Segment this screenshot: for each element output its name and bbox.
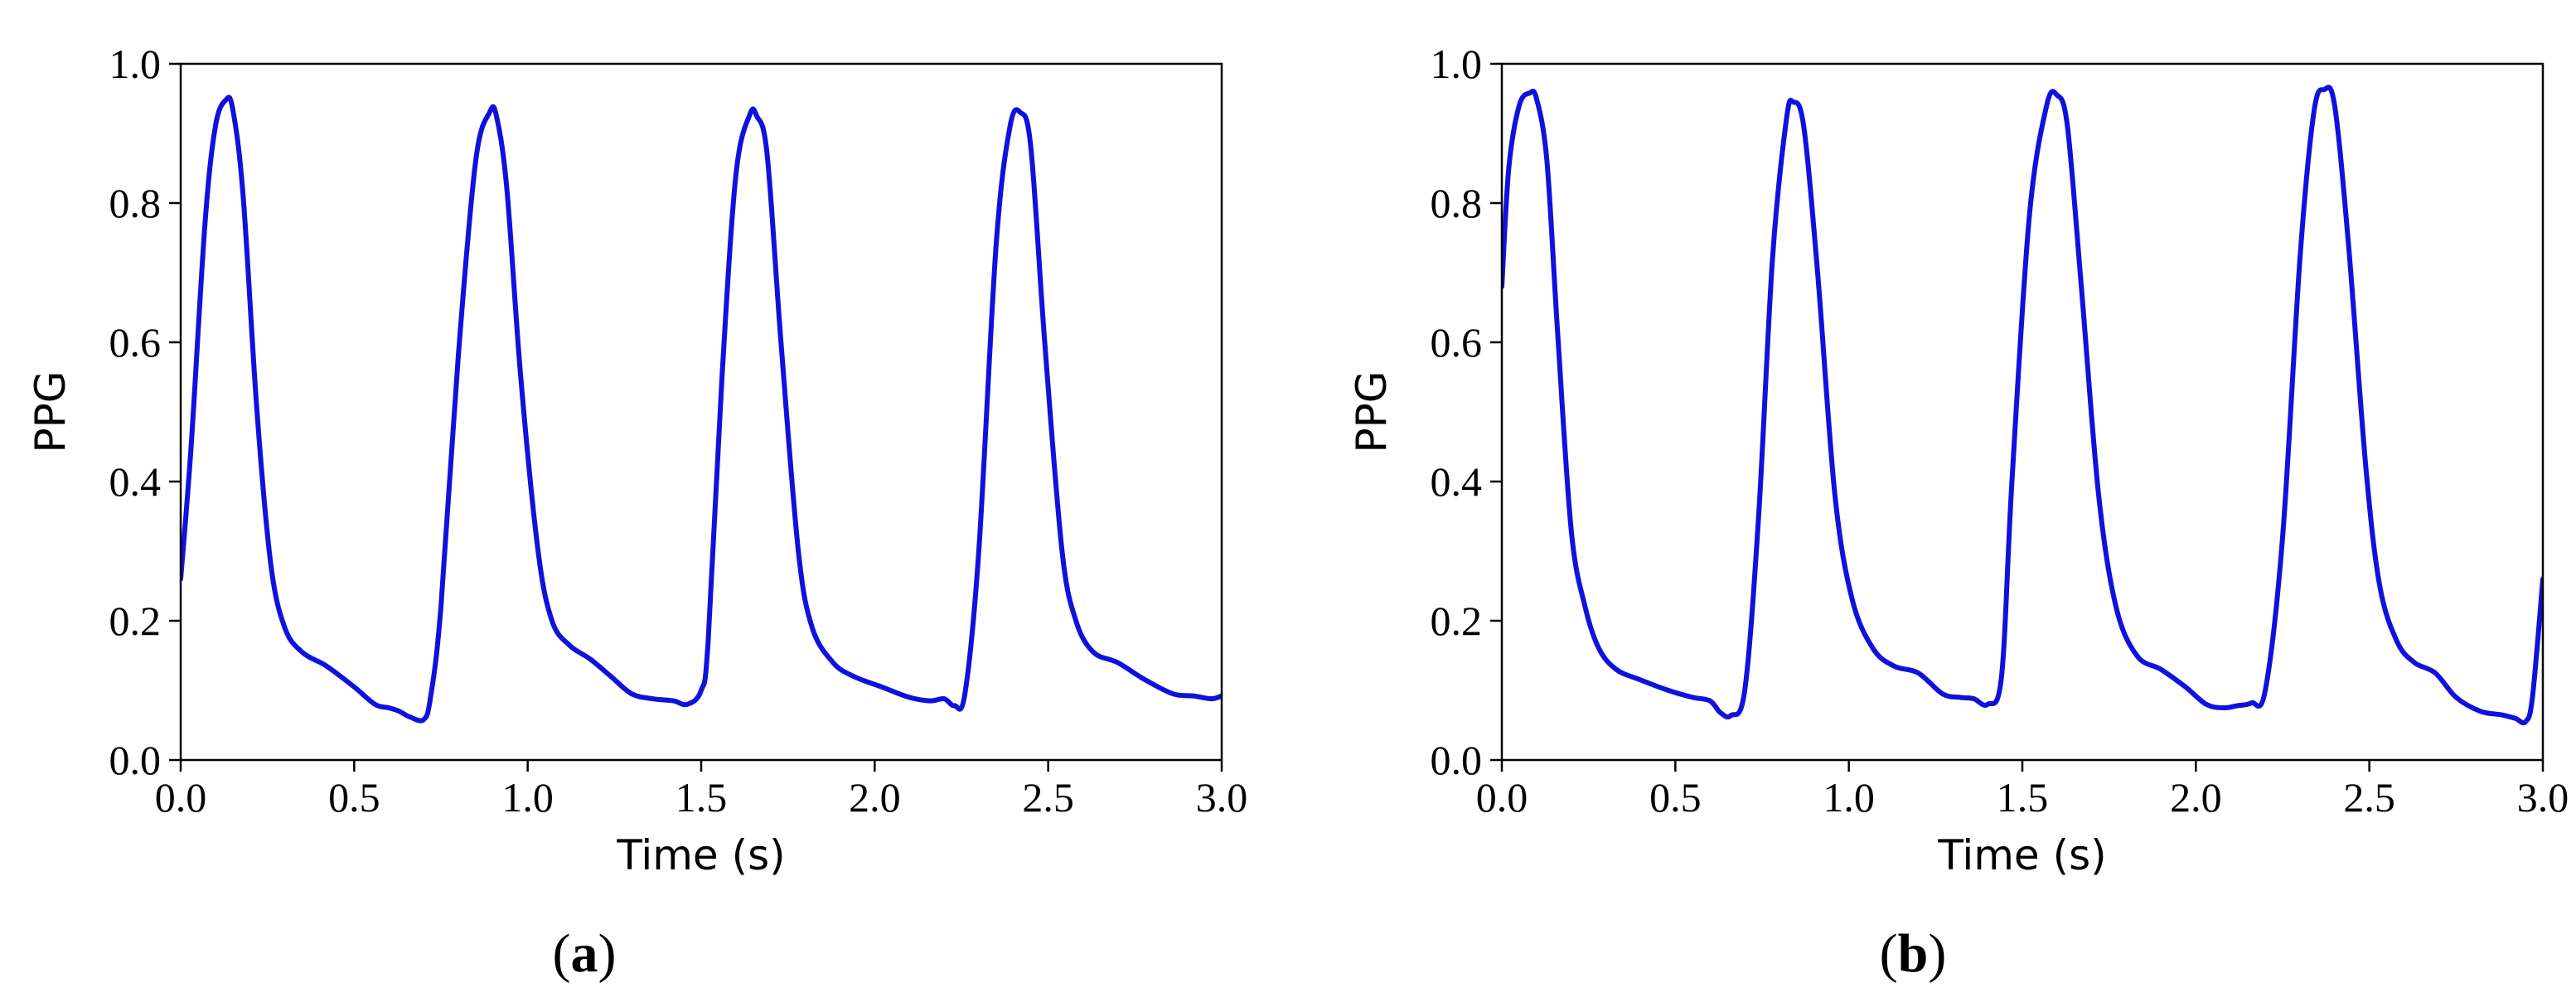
y-axis-label: PPG [1348,370,1396,453]
x-tick-label: 0.0 [1476,774,1528,821]
caption-open-paren: ( [1880,923,1898,984]
x-tick-label: 2.5 [2343,774,2395,821]
y-tick-label: 0.6 [1431,319,1483,366]
y-tick-label: 1.0 [109,41,162,87]
y-tick-label: 0.0 [1431,737,1483,783]
caption-open-paren: ( [553,923,571,984]
x-tick-label: 2.0 [2170,774,2222,821]
caption-a: (a) [553,923,617,984]
y-tick-label: 0.4 [1431,458,1483,505]
x-tick-label: 0.0 [155,774,207,821]
x-tick-label: 1.5 [675,774,728,821]
x-tick-label: 2.0 [849,774,901,821]
caption-letter-a: a [571,923,598,984]
y-tick-label: 0.8 [109,180,162,226]
caption-b: (b) [1880,923,1947,984]
x-tick-label: 3.0 [1196,774,1248,821]
x-tick-label: 1.0 [1823,774,1875,821]
x-tick-label: 0.5 [328,774,380,821]
y-tick-label: 0.8 [1431,180,1483,226]
plot-frame [179,62,1223,762]
chart-panel-b: 0.0 0.5 1.0 1.5 2.0 2.5 3.0 0.0 0.2 0.4 0.6 0.8 1.0 T… [1348,41,2569,879]
ppg-series-line [181,94,1222,724]
chart-panel-a: 0.0 0.5 1.0 1.5 2.0 2.5 3.0 0.0 0.2 0.4 0.6 0.8 1.0 T… [27,41,1247,879]
x-axis-label: Time (s) [1937,831,2106,879]
x-tick-label: 0.5 [1649,774,1702,821]
caption-close-paren: ) [1928,923,1946,984]
caption-close-paren: ) [598,923,617,984]
caption-letter-b: b [1898,923,1929,984]
x-tick-label: 3.0 [2517,774,2569,821]
x-tick-label: 1.0 [501,774,554,821]
x-tick-label: 2.5 [1022,774,1074,821]
x-axis-label: Time (s) [616,831,785,879]
y-tick-label: 0.4 [109,458,162,505]
x-tick-label: 1.5 [1997,774,2049,821]
y-tick-label: 0.2 [109,598,162,644]
plot-frame [1500,62,2545,762]
y-tick-label: 0.6 [109,319,162,366]
y-axis-label: PPG [27,370,75,453]
y-tick-label: 1.0 [1431,41,1483,87]
ppg-series-line [1502,85,2543,726]
y-tick-label: 0.2 [1431,598,1483,644]
y-tick-label: 0.0 [109,737,162,783]
